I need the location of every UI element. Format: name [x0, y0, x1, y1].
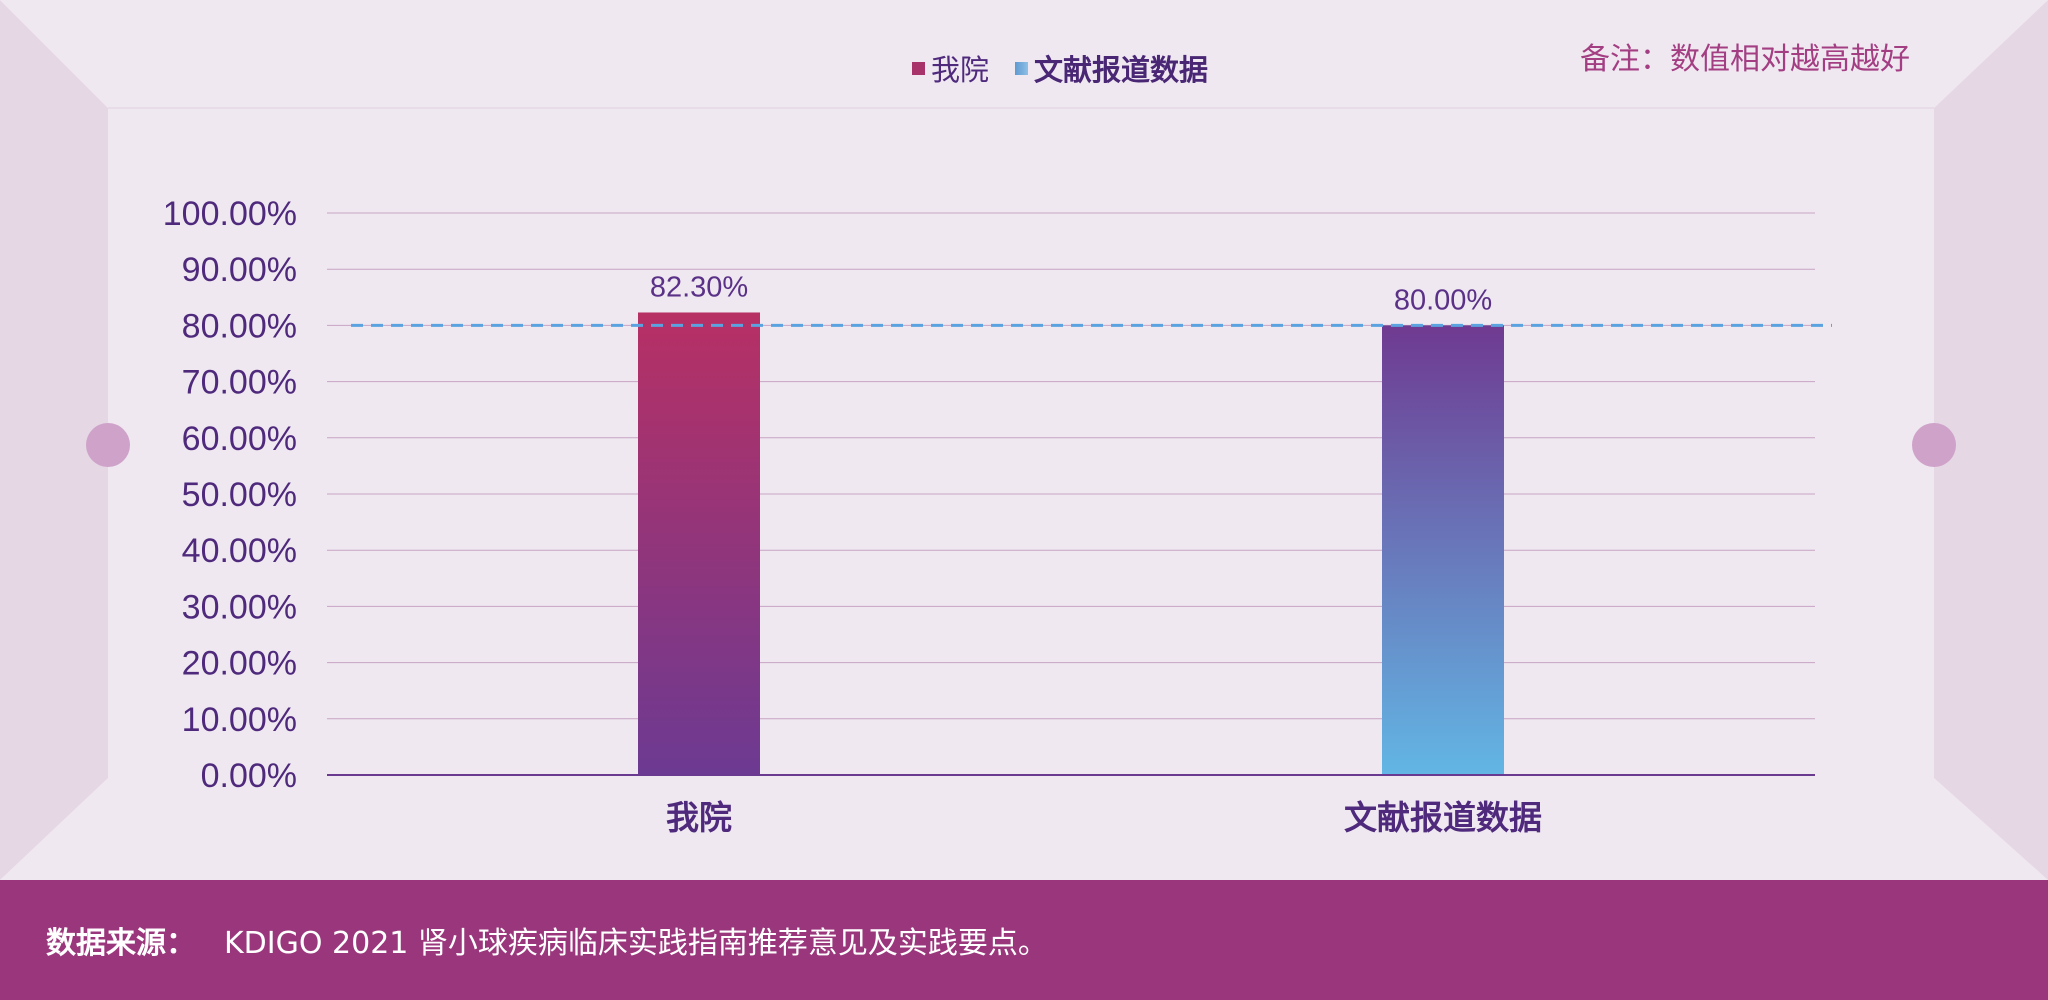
x-tick-label: 我院 — [666, 798, 732, 837]
value-label: 82.30% — [650, 271, 748, 303]
chart-note: 备注：数值相对越高越好 — [1580, 42, 1910, 77]
legend-label-literature: 文献报道数据 — [1034, 53, 1209, 87]
y-tick-label: 100.00% — [163, 195, 297, 233]
y-tick-label: 30.00% — [182, 588, 297, 626]
y-tick-label: 20.00% — [182, 645, 297, 683]
y-tick-label: 40.00% — [182, 532, 297, 570]
bars — [638, 312, 1504, 775]
y-tick-label: 80.00% — [182, 307, 297, 345]
legend-item-hospital: 我院 — [912, 47, 989, 89]
y-tick-label: 0.00% — [201, 757, 297, 795]
x-tick-label: 文献报道数据 — [1344, 798, 1542, 837]
y-tick-label: 90.00% — [182, 251, 297, 289]
legend-item-literature: 文献报道数据 — [1015, 47, 1208, 89]
y-tick-label: 50.00% — [182, 476, 297, 514]
legend-swatch-hospital — [912, 61, 925, 75]
value-labels: 82.30% 80.00% — [650, 271, 1492, 316]
footer-text: KDIGO 2021 肾小球疾病临床实践指南推荐意见及实践要点。 — [224, 926, 1048, 961]
y-axis-ticks: 0.00% 10.00% 20.00% 30.00% 40.00% 50.00% 60.00… — [163, 195, 297, 795]
frame-background — [0, 0, 2048, 880]
bar-0 — [638, 312, 760, 775]
grid-lines — [327, 212, 1815, 720]
value-label: 80.00% — [1394, 284, 1492, 316]
bar-chart: 0.00% 10.00% 20.00% 30.00% 40.00% 50.00% 60.00… — [163, 195, 1832, 837]
legend-label-hospital: 我院 — [931, 53, 990, 87]
y-tick-label: 70.00% — [182, 364, 297, 402]
legend-swatch-literature — [1015, 61, 1029, 75]
y-tick-label: 10.00% — [182, 701, 297, 739]
chart-legend: 我院 文献报道数据 — [912, 48, 1208, 88]
footer-label: 数据来源： — [46, 926, 196, 961]
source-footer: 数据来源： KDIGO 2021 肾小球疾病临床实践指南推荐意见及实践要点。 — [0, 880, 2048, 1000]
bar-1 — [1382, 325, 1504, 775]
y-tick-label: 60.00% — [182, 420, 297, 458]
x-axis-ticks: 我院 文献报道数据 — [666, 798, 1542, 837]
